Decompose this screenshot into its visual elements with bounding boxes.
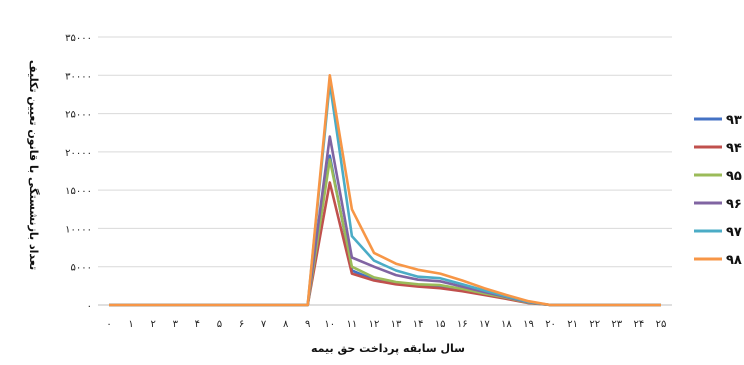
y-tick-label: ۳۰۰۰۰ [65,71,92,82]
x-tick-label: ۴ [195,319,200,330]
legend: ۹۳ ۹۴ ۹۵ ۹۶ ۹۷ ۹۸ [694,113,742,268]
x-tick-label: ۲۲ [589,319,600,330]
x-tick-label: ۵ [217,319,222,330]
x-tick-label: ۷ [261,319,267,330]
x-tick-label: ۰ [106,319,111,330]
legend-label: ۹۳ [726,113,742,128]
y-tick-label: ۵۰۰۰ [71,263,92,274]
x-tick-label: ۸ [283,319,289,330]
x-tick-label: ۱۶ [457,319,468,330]
x-tick-label: ۱ [128,319,133,330]
x-tick-label: ۲۱ [567,319,578,330]
x-tick-label: ۲ [151,319,156,330]
legend-label: ۹۷ [726,225,742,240]
x-tick-label: ۲۴ [634,319,645,330]
x-tick-label: ۱۱ [347,319,358,330]
series-line [109,181,661,307]
y-axis-ticks: ۰ ۵۰۰۰ ۱۰۰۰۰ ۱۵۰۰۰ ۲۰۰۰۰ ۲۵۰۰۰ ۳۰۰۰۰ ۳۵۰۰۰ [65,33,92,312]
x-tick-label: ۳ [173,319,179,330]
y-tick-label: ۲۰۰۰۰ [65,148,92,159]
x-axis-title: سال سابقه پرداخت حق بیمه [311,342,465,355]
x-tick-label: ۱۹ [523,319,534,330]
x-tick-label: ۱۳ [391,319,402,330]
legend-label: ۹۴ [726,141,742,156]
y-tick-label: ۱۰۰۰۰ [65,224,92,235]
x-tick-label: ۱۴ [413,319,424,330]
legend-label: ۹۵ [726,169,742,184]
legend-label: ۹۸ [726,253,742,268]
x-tick-label: ۱۲ [369,319,380,330]
grid-lines [98,36,672,306]
x-tick-label: ۱۰ [324,319,335,330]
x-axis-ticks: ۰ ۱ ۲ ۳ ۴ ۵ ۶ ۷ ۸ ۹ ۱۰ ۱۱ ۱۲ ۱۳ ۱۴ ۱۵ ۱۶ ۱۷ ۱۸ ۱۹ ۲۰ ۲۱ ۲۲ ۲۳ ۲۴… [106,319,666,330]
y-tick-label: ۰ [87,301,92,312]
y-axis-title: تعداد بازنشستگی با قانون تعیین تکلیف [27,60,40,270]
x-tick-label: ۲۳ [611,319,622,330]
x-tick-label: ۱۵ [435,319,446,330]
series-line [109,74,661,307]
y-tick-label: ۳۵۰۰۰ [65,33,92,44]
x-tick-label: ۶ [239,319,244,330]
x-tick-label: ۱۸ [501,319,512,330]
y-tick-label: ۱۵۰۰۰ [65,186,92,197]
series-lines [109,74,661,307]
x-tick-label: ۱۷ [479,319,490,330]
x-tick-label: ۹ [305,319,310,330]
legend-label: ۹۶ [726,197,742,212]
y-tick-label: ۲۵۰۰۰ [65,110,92,121]
x-tick-label: ۲۵ [656,319,667,330]
x-tick-label: ۲۰ [545,319,556,330]
